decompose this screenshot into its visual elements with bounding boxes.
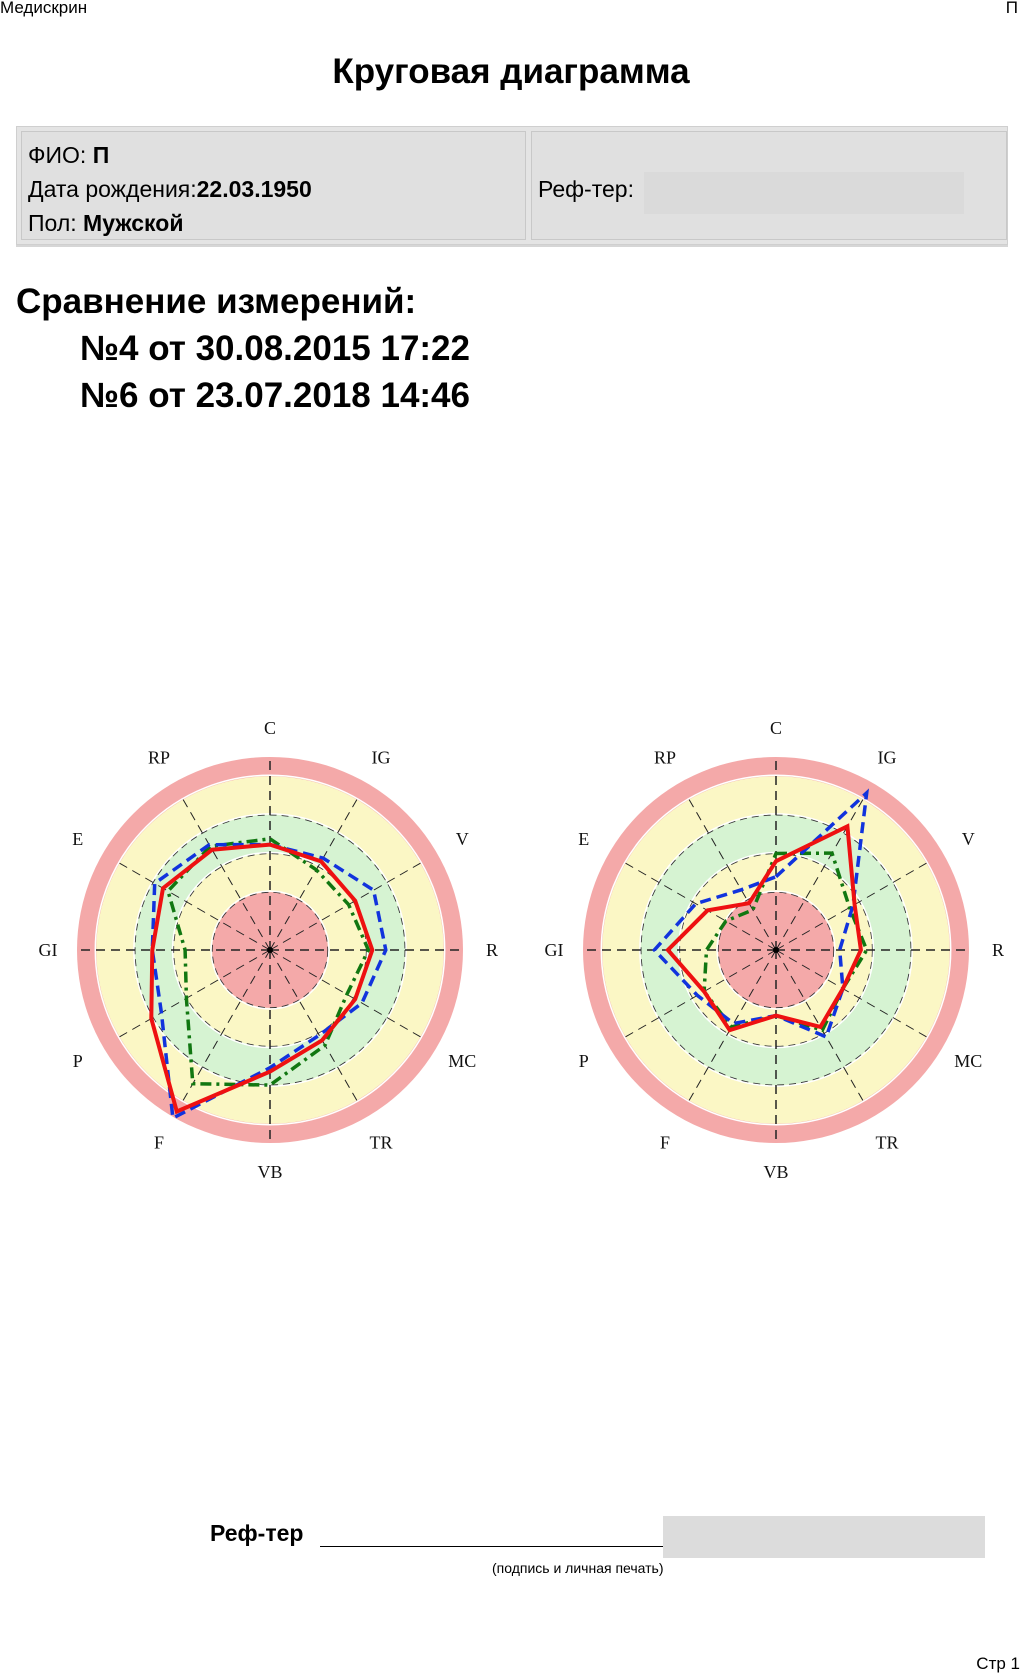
axis-label-MC: MC: [448, 1051, 476, 1071]
comparison-block: Сравнение измерений: №4 от 30.08.2015 17…: [16, 278, 470, 419]
axis-label-V: V: [962, 829, 975, 849]
radar-center: [267, 947, 273, 953]
radar-series-dashed: [150, 842, 388, 1121]
measurement-2: №6 от 23.07.2018 14:46: [80, 376, 470, 415]
radar-center: [773, 947, 779, 953]
radar-ring: [717, 891, 835, 1009]
fio-label: ФИО:: [28, 142, 87, 168]
radar-zone-edge: [600, 774, 952, 1126]
axis-label-RP: RP: [654, 748, 676, 768]
axis-label-C: C: [264, 718, 276, 738]
axis-label-VB: VB: [763, 1162, 788, 1180]
patient-info-panel: ФИО: П Дата рождения:22.03.1950 Пол: Муж…: [16, 126, 1008, 245]
fio-value: П: [92, 142, 110, 168]
axis-label-MC: MC: [954, 1051, 982, 1071]
radar-ring: [211, 891, 329, 1009]
radar-series-dashdot: [702, 851, 869, 1033]
axis-label-P: P: [579, 1051, 589, 1071]
measurement-1: №4 от 30.08.2015 17:22: [80, 329, 470, 368]
dob-label: Дата рождения:: [28, 176, 197, 202]
radar-series-solid: [149, 842, 375, 1115]
radar-zone-edge: [716, 890, 836, 1010]
axis-label-V: V: [456, 829, 469, 849]
app-name: Медискрин: [0, 0, 88, 17]
signature-label: Реф-тер: [210, 1520, 304, 1546]
axis-label-F: F: [660, 1132, 670, 1152]
axis-label-F: F: [154, 1132, 164, 1152]
signature-redacted: [663, 1516, 985, 1558]
sex-label: Пол:: [28, 210, 77, 236]
radar-zone-edge: [94, 774, 446, 1126]
fio-row: ФИО: П: [28, 142, 109, 169]
dob-value: 22.03.1950: [196, 176, 312, 202]
page-title: Круговая диаграмма: [332, 52, 690, 91]
axis-label-IG: IG: [878, 748, 897, 768]
sex-value: Мужской: [83, 210, 184, 236]
referrer-label: Реф-тер:: [538, 176, 634, 202]
radar-zone-edge: [210, 890, 330, 1010]
axis-label-IG: IG: [372, 748, 391, 768]
axis-label-TR: TR: [369, 1132, 392, 1152]
sex-row: Пол: Мужской: [28, 210, 183, 237]
signature-note: (подпись и личная печать): [492, 1560, 664, 1576]
radar-series-dashdot: [166, 836, 371, 1087]
patient-details: ФИО: П Дата рождения:22.03.1950 Пол: Муж…: [21, 131, 526, 240]
axis-label-E: E: [72, 829, 83, 849]
page-number: Стр 1: [976, 1654, 1020, 1673]
referrer-redacted: [644, 172, 964, 214]
axis-label-P: P: [73, 1051, 83, 1071]
comparison-heading: Сравнение измерений:: [16, 282, 417, 321]
axis-label-GI: GI: [39, 940, 58, 960]
axis-label-RP: RP: [148, 748, 170, 768]
axis-label-E: E: [578, 829, 589, 849]
axis-label-R: R: [486, 940, 498, 960]
user-initial: П: [1005, 0, 1018, 17]
radar-chart-1: C IG V R MC TR VB F P GI E RP: [39, 718, 499, 1180]
radar-chart-2: C IG V R MC TR VB F P GI E RP: [545, 718, 1005, 1180]
axis-label-VB: VB: [257, 1162, 282, 1180]
referrer-details: Реф-тер:: [531, 131, 1007, 240]
signature-line: [320, 1546, 663, 1547]
dob-row: Дата рождения:22.03.1950: [28, 176, 312, 203]
radar-series-solid: [665, 823, 863, 1033]
axis-label-GI: GI: [545, 940, 564, 960]
radar-charts: C IG V R MC TR VB F P GI E RP C IG V R MC TR VB F P GI E RP: [39, 718, 1005, 1180]
axis-label-R: R: [992, 940, 1004, 960]
axis-label-C: C: [770, 718, 782, 738]
axis-label-TR: TR: [875, 1132, 898, 1152]
